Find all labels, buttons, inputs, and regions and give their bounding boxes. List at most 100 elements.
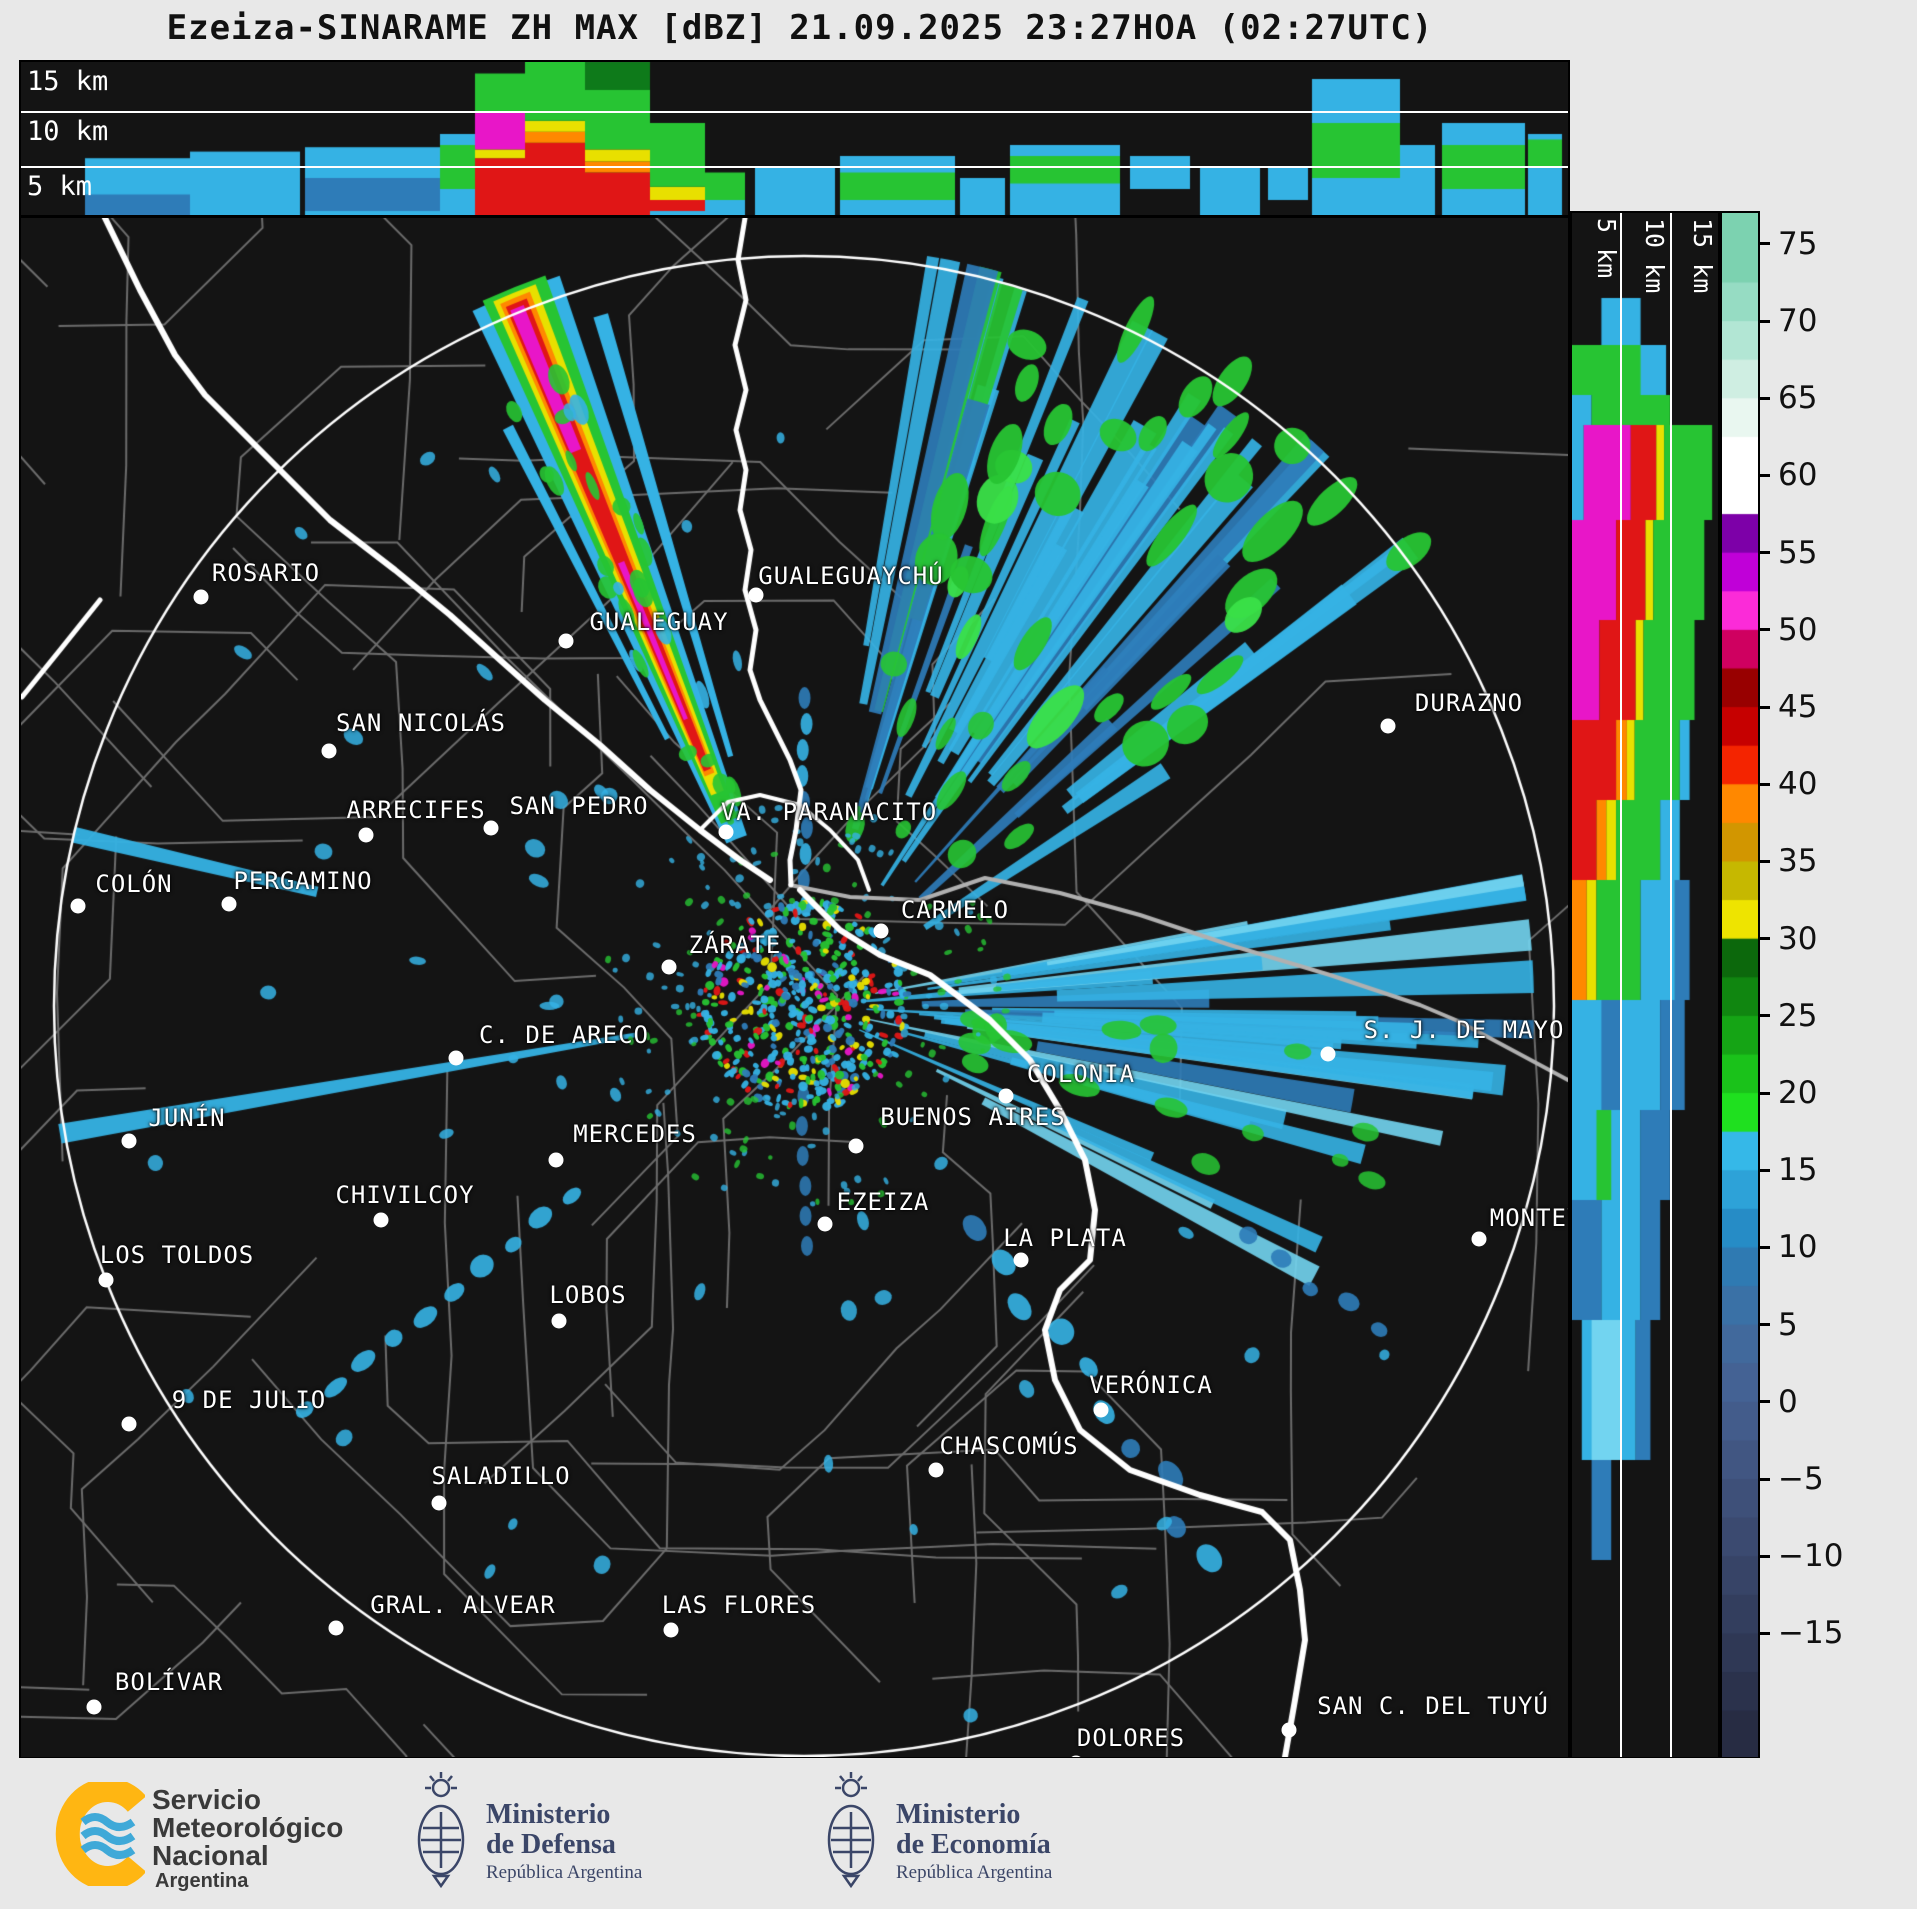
city-label: LAS FLORES [661, 1591, 817, 1619]
city-label: COLONIA [1026, 1060, 1136, 1088]
city-dot [431, 1495, 447, 1511]
city-label: SAN C. DEL TUYÚ [1317, 1692, 1549, 1720]
colorbar-tick-label: −5 [1778, 1461, 1824, 1498]
radar-map-canvas [21, 218, 1568, 1757]
city-dot [70, 898, 86, 914]
city-dot [873, 923, 889, 939]
alt-label-v-10km: 10 km [1640, 218, 1669, 294]
colorbar-tick [1758, 1631, 1770, 1635]
top-cross-section-panel: 15 km 10 km 5 km [19, 60, 1570, 217]
colorbar-tick [1758, 396, 1770, 400]
colorbar-tick-label: 10 [1778, 1229, 1818, 1266]
city-label: LOBOS [549, 1281, 627, 1309]
colorbar-tick [1758, 1014, 1770, 1018]
colorbar-tick [1758, 473, 1770, 477]
colorbar-tick-label: 40 [1778, 766, 1818, 803]
city-dot [817, 1216, 833, 1232]
city-dot [661, 959, 677, 975]
city-label: ROSARIO [211, 559, 321, 587]
colorbar-tick [1758, 1245, 1770, 1249]
top-cross-section-canvas [21, 62, 1568, 215]
colorbar-tick-label: −10 [1778, 1538, 1844, 1575]
city-label: COLÓN [95, 870, 173, 898]
city-dot [848, 1138, 864, 1154]
colorbar-tick [1758, 319, 1770, 323]
defensa-sub: República Argentina [486, 1862, 643, 1883]
city-dot [121, 1133, 137, 1149]
right-gridline-5km [1620, 213, 1622, 1757]
economia-line1: Ministerio [896, 1799, 1021, 1830]
alt-label-5km: 5 km [27, 171, 93, 202]
colorbar-tick-label: 20 [1778, 1075, 1818, 1112]
footer: Servicio Meteorológico Nacional Argentin… [0, 1758, 1917, 1909]
dbz-colorbar [1720, 211, 1760, 1759]
city-label: MERCEDES [573, 1120, 697, 1148]
colorbar-tick [1758, 1323, 1770, 1327]
city-label: ZÁRATE [688, 931, 782, 959]
city-label: 9 DE JULIO [171, 1386, 327, 1414]
city-dot [328, 1620, 344, 1636]
colorbar-tick [1758, 782, 1770, 786]
city-label: CHASCOMÚS [939, 1432, 1079, 1460]
city-dot [1471, 1231, 1487, 1247]
city-dot [718, 824, 734, 840]
colorbar-tick-label: 25 [1778, 997, 1818, 1034]
city-label: GUALEGUAY [589, 608, 729, 636]
colorbar-tick [1758, 705, 1770, 709]
city-label: GRAL. ALVEAR [370, 1591, 556, 1619]
colorbar-tick [1758, 551, 1770, 555]
colorbar-tick-label: 70 [1778, 303, 1818, 340]
city-dot [1281, 1722, 1297, 1738]
city-label: MONTEVIDEO [1489, 1204, 1568, 1232]
colorbar-tick-label: 75 [1778, 225, 1818, 262]
city-dot [1320, 1046, 1336, 1062]
city-dot [558, 633, 574, 649]
city-dot [1093, 1402, 1109, 1418]
colorbar-tick-label: 35 [1778, 843, 1818, 880]
smn-country: Argentina [155, 1870, 249, 1892]
colorbar-tick-label: 65 [1778, 380, 1818, 417]
city-dot [86, 1699, 102, 1715]
city-dot [1013, 1252, 1029, 1268]
alt-label-15km: 15 km [27, 66, 109, 97]
smn-name-line3: Nacional [152, 1840, 269, 1871]
city-dot [358, 827, 374, 843]
city-label: S. J. DE MAYO [1363, 1016, 1565, 1044]
city-label: DOLORES [1076, 1724, 1186, 1752]
city-label: CARMELO [900, 896, 1010, 924]
city-dot [548, 1152, 564, 1168]
city-dot [748, 587, 764, 603]
colorbar-tick-label: 45 [1778, 689, 1818, 726]
city-label: PERGAMINO [233, 867, 373, 895]
colorbar-tick-label: 30 [1778, 920, 1818, 957]
alt-label-v-15km: 15 km [1688, 218, 1717, 294]
colorbar-tick-label: 50 [1778, 611, 1818, 648]
city-label: BUENOS AIRES [880, 1103, 1066, 1131]
city-label: DURAZNO [1414, 689, 1524, 717]
right-gridline-10km [1670, 213, 1672, 1757]
city-dot [121, 1416, 137, 1432]
city-dot [1068, 1755, 1084, 1757]
city-label: LOS TOLDOS [99, 1241, 255, 1269]
colorbar-tick-label: 55 [1778, 534, 1818, 571]
city-dot [373, 1212, 389, 1228]
city-label: EZEIZA [836, 1188, 930, 1216]
alt-label-v-5km: 5 km [1592, 218, 1621, 279]
defensa-coat-of-arms-icon [417, 1772, 465, 1889]
city-dot [928, 1462, 944, 1478]
economia-coat-of-arms-icon [827, 1772, 875, 1889]
colorbar-tick-label: 5 [1778, 1306, 1798, 1343]
defensa-line2: de Defensa [486, 1829, 616, 1860]
city-label: SALADILLO [431, 1462, 571, 1490]
colorbar-tick-label: 15 [1778, 1152, 1818, 1189]
colorbar-tick [1758, 1168, 1770, 1172]
city-dot [321, 743, 337, 759]
right-cross-section-panel: 5 km 10 km 15 km [1570, 211, 1720, 1759]
colorbar-tick [1758, 1091, 1770, 1095]
city-label: JUNÍN [148, 1104, 226, 1132]
colorbar-tick [1758, 242, 1770, 246]
colorbar-tick [1758, 937, 1770, 941]
city-label: ARRECIFES [346, 796, 486, 824]
city-dot [98, 1272, 114, 1288]
